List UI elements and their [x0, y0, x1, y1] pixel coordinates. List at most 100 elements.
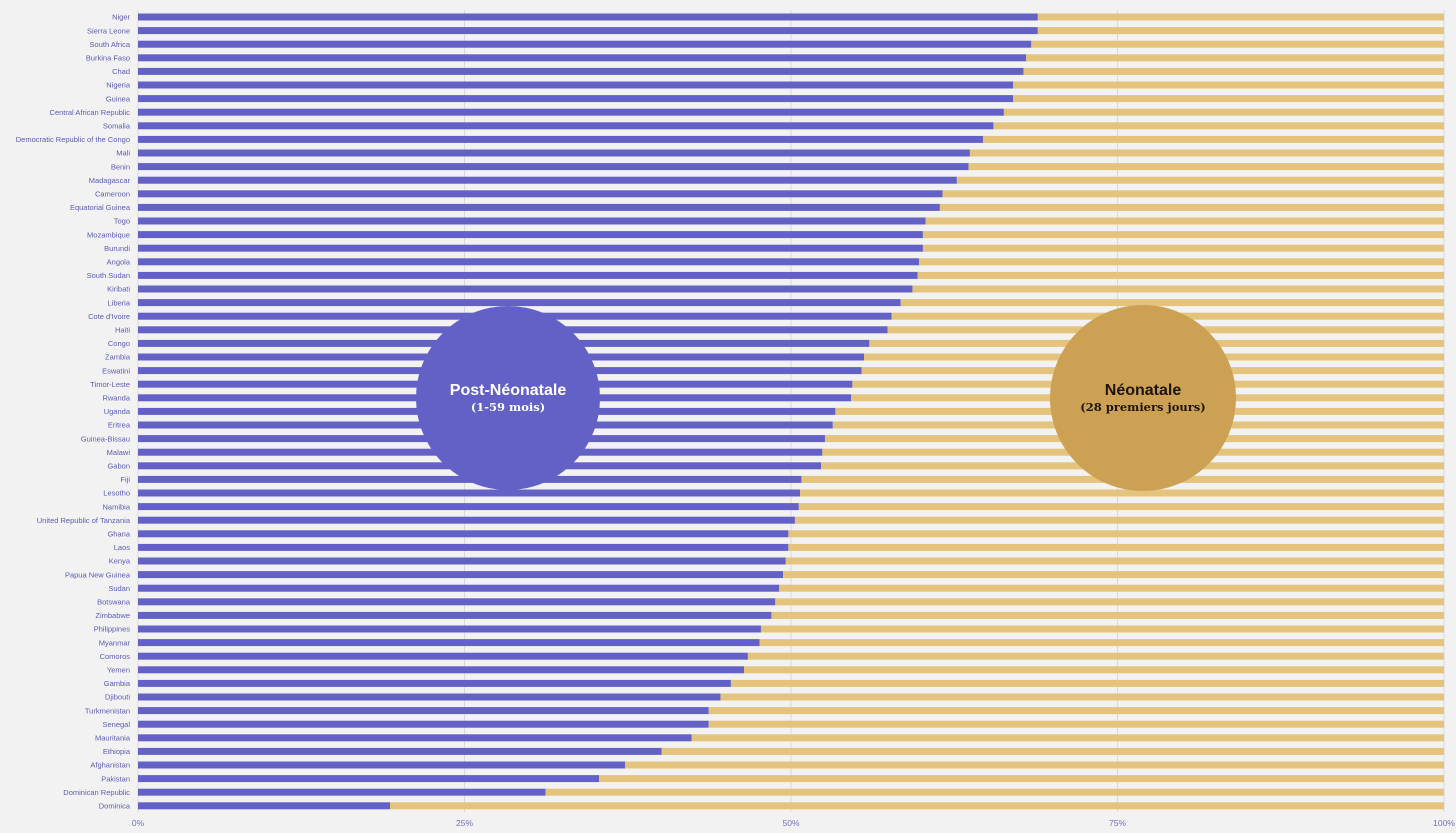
category-label: Yemen — [107, 666, 130, 675]
category-label: Democratic Republic of the Congo — [16, 135, 130, 144]
bar-neonatal — [775, 598, 1444, 606]
category-label: Myanmar — [99, 638, 131, 647]
category-label: Timor-Leste — [90, 380, 130, 389]
neonatal-annotation: Néonatale (28 premiers jours) — [1050, 305, 1236, 491]
bar-post-neonatal — [138, 122, 994, 130]
x-tick-label: 50% — [782, 818, 799, 828]
category-label: Senegal — [102, 720, 130, 729]
bar-post-neonatal — [138, 244, 923, 252]
category-label: Liberia — [107, 298, 130, 307]
bar-neonatal — [708, 707, 1444, 715]
category-label: Burundi — [104, 244, 130, 253]
category-label: Malawi — [107, 448, 131, 457]
bar-neonatal — [918, 258, 1444, 266]
bar-neonatal — [939, 203, 1444, 211]
category-label: Lesotho — [103, 489, 130, 498]
bar-neonatal — [982, 135, 1444, 143]
x-tick-label: 25% — [456, 818, 473, 828]
category-label: Afghanistan — [90, 761, 130, 770]
bar-post-neonatal — [138, 530, 789, 538]
bar-neonatal — [1037, 13, 1444, 21]
bar-post-neonatal — [138, 271, 918, 279]
bar-neonatal — [1026, 54, 1444, 62]
category-label: South Africa — [90, 40, 131, 49]
bar-post-neonatal — [138, 747, 662, 755]
bar-neonatal — [1023, 67, 1444, 75]
bar-neonatal — [759, 639, 1444, 647]
category-label: Zimbabwe — [95, 611, 130, 620]
bar-neonatal — [969, 149, 1444, 157]
bar-post-neonatal — [138, 761, 626, 769]
bar-post-neonatal — [138, 285, 913, 293]
bar-neonatal — [599, 775, 1444, 783]
bar-neonatal — [798, 503, 1444, 511]
bar-post-neonatal — [138, 775, 600, 783]
bar-post-neonatal — [138, 203, 940, 211]
bar-neonatal — [968, 163, 1444, 171]
bar-post-neonatal — [138, 584, 780, 592]
category-label: Kenya — [109, 557, 131, 566]
category-label: United Republic of Tanzania — [37, 516, 131, 525]
category-label: Zambia — [105, 353, 131, 362]
x-tick-label: 75% — [1109, 818, 1126, 828]
post-neonatal-subtitle: (1-59 mois) — [470, 400, 546, 414]
category-label: Botswana — [97, 598, 131, 607]
category-label: Ethiopia — [103, 747, 131, 756]
category-label: Mozambique — [87, 230, 130, 239]
x-tick-label: 100% — [1433, 818, 1455, 828]
category-label: Dominican Republic — [63, 788, 130, 797]
x-axis-ticks: 0% 25% 50% 75% 100% — [132, 818, 1455, 828]
category-label: Haiti — [115, 326, 130, 335]
bar-post-neonatal — [138, 734, 692, 742]
category-label: Guinea-Bissau — [81, 434, 130, 443]
bar-post-neonatal — [138, 571, 784, 579]
bar-post-neonatal — [138, 231, 923, 239]
bar-post-neonatal — [138, 299, 901, 307]
bar-post-neonatal — [138, 81, 1014, 89]
bar-post-neonatal — [138, 95, 1014, 103]
category-label: Congo — [108, 339, 130, 348]
bar-neonatal — [708, 720, 1444, 728]
category-label: Pakistan — [101, 774, 130, 783]
bar-neonatal — [788, 543, 1444, 551]
category-label: Equatorial Guinea — [70, 203, 131, 212]
category-label: Djibouti — [105, 693, 130, 702]
bar-post-neonatal — [138, 639, 760, 647]
bar-neonatal — [730, 679, 1444, 687]
category-label: Eritrea — [108, 421, 131, 430]
bar-neonatal — [912, 285, 1444, 293]
category-label: Angola — [107, 258, 131, 267]
bar-post-neonatal — [138, 516, 795, 524]
category-label: Papua New Guinea — [65, 570, 131, 579]
bar-post-neonatal — [138, 135, 983, 143]
bar-neonatal — [800, 489, 1444, 497]
bar-post-neonatal — [138, 543, 789, 551]
category-label: Uganda — [104, 407, 131, 416]
bar-neonatal — [661, 747, 1444, 755]
bar-neonatal — [788, 530, 1444, 538]
category-label: Mali — [116, 149, 130, 158]
bar-post-neonatal — [138, 190, 943, 198]
bar-neonatal — [794, 516, 1444, 524]
category-label: Somalia — [103, 122, 131, 131]
bar-neonatal — [1003, 108, 1444, 116]
bar-neonatal — [922, 231, 1444, 239]
category-label: Turkmenistan — [85, 706, 130, 715]
bar-neonatal — [747, 652, 1444, 660]
category-label: Guinea — [106, 94, 131, 103]
bar-neonatal — [922, 244, 1444, 252]
bar-post-neonatal — [138, 176, 957, 184]
bar-neonatal — [545, 788, 1444, 796]
category-label: Togo — [114, 217, 130, 226]
bar-neonatal — [993, 122, 1444, 130]
category-label: Burkina Faso — [86, 54, 130, 63]
category-label: Gambia — [104, 679, 131, 688]
bar-neonatal — [917, 271, 1444, 279]
category-label: Rwanda — [102, 394, 130, 403]
bar-neonatal — [925, 217, 1444, 225]
category-label: South Sudan — [87, 271, 130, 280]
bar-neonatal — [625, 761, 1444, 769]
category-label: Central African Republic — [50, 108, 131, 117]
bar-post-neonatal — [138, 598, 776, 606]
